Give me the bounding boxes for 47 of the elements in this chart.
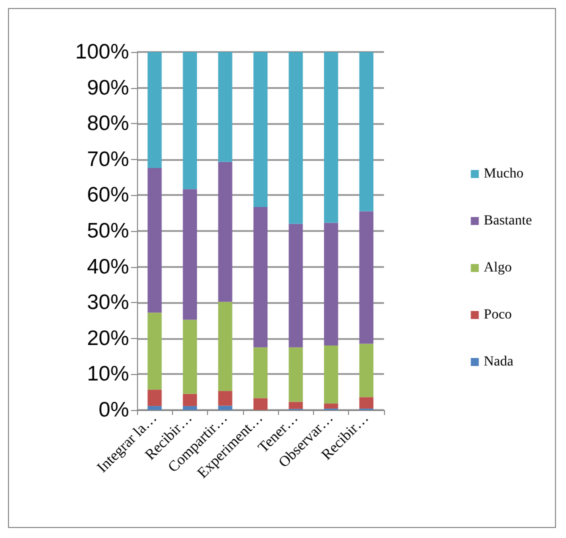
y-tick-label: 100% bbox=[75, 40, 129, 64]
bar bbox=[182, 406, 197, 410]
bar bbox=[359, 397, 374, 409]
legend-label: Algo bbox=[484, 260, 512, 276]
y-tick-label: 10% bbox=[86, 362, 129, 386]
bar bbox=[218, 406, 232, 410]
bar bbox=[359, 344, 374, 398]
bar bbox=[288, 402, 303, 409]
bar bbox=[359, 52, 374, 212]
bar bbox=[253, 398, 268, 410]
legend-label: Poco bbox=[484, 308, 512, 322]
y-tick-label: 60% bbox=[86, 184, 129, 207]
bar bbox=[148, 390, 162, 406]
y-tick-label: 50% bbox=[86, 220, 129, 242]
bar bbox=[253, 207, 268, 348]
bar bbox=[324, 222, 338, 346]
bar bbox=[288, 52, 303, 224]
bar bbox=[288, 224, 303, 348]
bar bbox=[324, 404, 338, 409]
bar bbox=[288, 347, 303, 402]
bar bbox=[253, 347, 268, 398]
bar bbox=[324, 346, 338, 404]
legend-label: Nada bbox=[484, 354, 514, 370]
bar bbox=[148, 168, 162, 313]
y-tick-label: 40% bbox=[86, 255, 129, 278]
y-tick-label: 90% bbox=[86, 76, 129, 100]
y-tick-label: 80% bbox=[86, 112, 129, 136]
bar bbox=[182, 189, 197, 320]
bar bbox=[324, 52, 338, 223]
legend-label: Bastante bbox=[484, 214, 532, 228]
bar bbox=[148, 52, 162, 168]
bar bbox=[148, 312, 162, 390]
bar bbox=[182, 394, 197, 406]
y-tick-label: 20% bbox=[86, 326, 129, 350]
y-tick-label: 70% bbox=[86, 148, 129, 171]
bar bbox=[218, 391, 232, 406]
bar bbox=[148, 406, 162, 410]
y-tick-label: 30% bbox=[86, 291, 129, 314]
bar bbox=[218, 52, 232, 162]
bar bbox=[253, 52, 268, 208]
y-tick-label: 0% bbox=[98, 398, 129, 422]
legend-label: Mucho bbox=[484, 166, 524, 182]
bar bbox=[182, 52, 197, 190]
bar bbox=[218, 162, 232, 302]
bar bbox=[182, 320, 197, 394]
bar bbox=[359, 211, 374, 344]
bar bbox=[218, 302, 232, 392]
